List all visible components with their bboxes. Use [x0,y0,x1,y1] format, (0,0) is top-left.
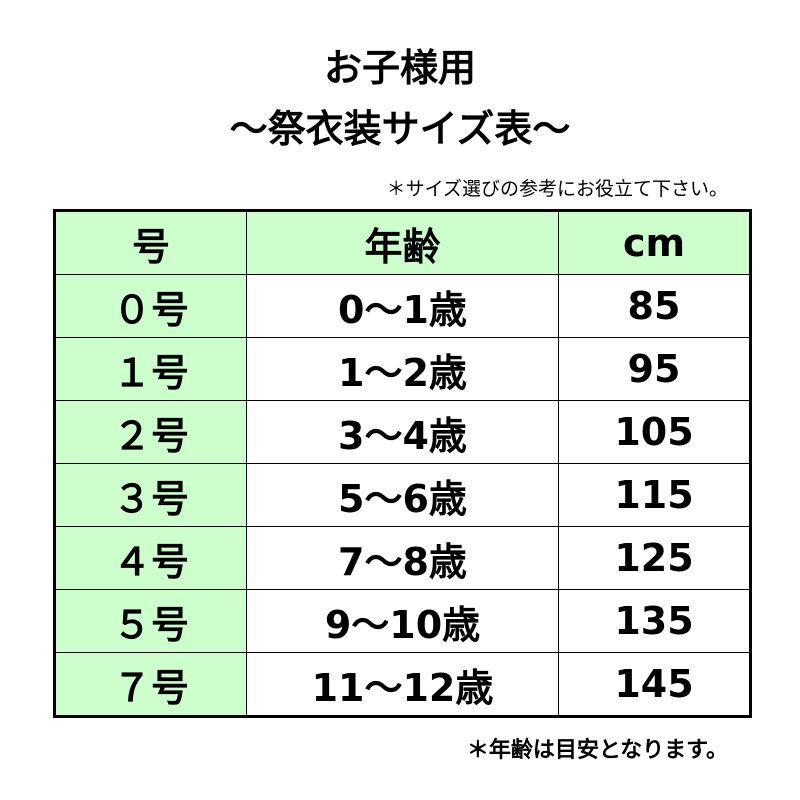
cell-size: ０号 [54,274,247,338]
note-top: ＊サイズ選びの参考にお役立て下さい。 [386,178,728,200]
cell-age: 0～1歳 [246,274,559,338]
cell-size: ３号 [54,463,247,527]
cell-cm: 115 [558,463,751,527]
table-row: ５号 9～10歳 135 [54,589,751,653]
size-table: 号 年齢 cm ０号 0～1歳 85 １号 1～2歳 95 ２号 3～4歳 105 ３号 5～6歳 1… [53,209,752,718]
cell-cm: 85 [558,274,751,338]
cell-size: ５号 [54,589,247,653]
cell-size: ７号 [54,652,247,717]
cell-cm: 135 [558,589,751,653]
cell-age: 9～10歳 [246,589,559,653]
cell-size: ４号 [54,526,247,590]
table-row: ２号 3～4歳 105 [54,400,751,464]
title-line-1: お子様用 [323,46,476,90]
cell-age: 1～2歳 [246,337,559,401]
table-row: １号 1～2歳 95 [54,337,751,401]
cell-age: 5～6歳 [246,463,559,527]
header-cm: cm [558,210,751,275]
cell-age: 7～8歳 [246,526,559,590]
header-size: 号 [54,210,247,275]
table-row: ７号 11～12歳 145 [54,652,751,717]
cell-cm: 105 [558,400,751,464]
title-line-2: ～祭衣装サイズ表～ [229,107,571,151]
cell-size: ２号 [54,400,247,464]
cell-cm: 95 [558,337,751,401]
table-row: ０号 0～1歳 85 [54,274,751,338]
header-age: 年齢 [246,210,559,275]
cell-cm: 125 [558,526,751,590]
note-bottom: ＊年齢は目安となります。 [466,738,728,763]
table-header-row: 号 年齢 cm [54,210,751,275]
cell-cm: 145 [558,652,751,717]
cell-age: 11～12歳 [246,652,559,717]
cell-age: 3～4歳 [246,400,559,464]
table-row: ３号 5～6歳 115 [54,463,751,527]
cell-size: １号 [54,337,247,401]
table-row: ４号 7～8歳 125 [54,526,751,590]
